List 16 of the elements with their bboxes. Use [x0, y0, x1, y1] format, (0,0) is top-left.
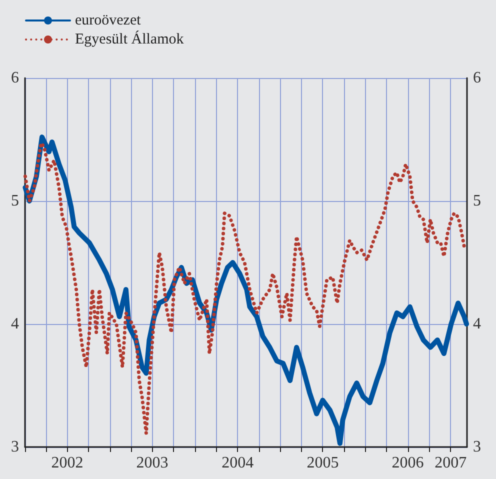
- x-tick-label: 2007: [434, 454, 467, 472]
- x-tick-label: 2006: [392, 454, 424, 472]
- y-tick-label: 5: [11, 192, 19, 210]
- y2-tick-label: 3: [473, 438, 481, 456]
- y-tick-label: 6: [11, 70, 19, 86]
- y2-tick-label: 5: [473, 192, 481, 210]
- legend-label: Egyesült Államok: [75, 30, 184, 48]
- x-tick-label: 2005: [306, 454, 339, 472]
- y2-tick-label: 6: [473, 70, 481, 86]
- y-tick-label: 4: [11, 316, 19, 332]
- legend-label: euroövezet: [75, 12, 142, 28]
- x-tick-label: 2004: [222, 454, 254, 472]
- y2-tick-label: 4: [473, 316, 481, 332]
- x-tick-label: 2002: [51, 454, 84, 472]
- x-tick-label: 2003: [136, 454, 168, 472]
- y-tick-label: 3: [11, 438, 19, 456]
